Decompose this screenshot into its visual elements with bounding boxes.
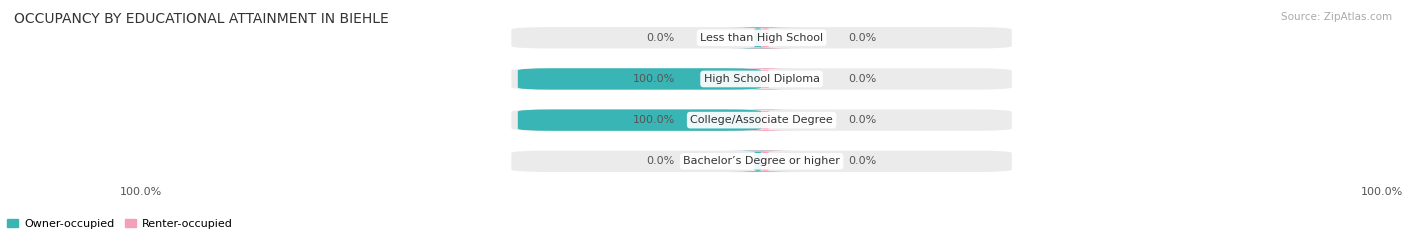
FancyBboxPatch shape bbox=[517, 110, 762, 131]
Text: Bachelor’s Degree or higher: Bachelor’s Degree or higher bbox=[683, 156, 839, 166]
FancyBboxPatch shape bbox=[512, 27, 1012, 48]
FancyBboxPatch shape bbox=[734, 68, 797, 90]
FancyBboxPatch shape bbox=[512, 151, 1012, 172]
Text: 100.0%: 100.0% bbox=[120, 187, 162, 197]
FancyBboxPatch shape bbox=[517, 68, 762, 90]
Text: Source: ZipAtlas.com: Source: ZipAtlas.com bbox=[1281, 12, 1392, 22]
Text: 0.0%: 0.0% bbox=[848, 115, 876, 125]
Text: 100.0%: 100.0% bbox=[633, 74, 675, 84]
Text: 100.0%: 100.0% bbox=[458, 115, 505, 125]
FancyBboxPatch shape bbox=[734, 110, 797, 131]
FancyBboxPatch shape bbox=[734, 151, 797, 172]
Text: 0.0%: 0.0% bbox=[848, 156, 876, 166]
FancyBboxPatch shape bbox=[727, 151, 790, 172]
Text: 100.0%: 100.0% bbox=[633, 115, 675, 125]
Text: 0.0%: 0.0% bbox=[647, 156, 675, 166]
Legend: Owner-occupied, Renter-occupied: Owner-occupied, Renter-occupied bbox=[3, 214, 238, 233]
Text: 0.0%: 0.0% bbox=[647, 33, 675, 43]
Text: 100.0%: 100.0% bbox=[1361, 187, 1403, 197]
Text: High School Diploma: High School Diploma bbox=[703, 74, 820, 84]
Text: 0.0%: 0.0% bbox=[848, 74, 876, 84]
FancyBboxPatch shape bbox=[727, 27, 790, 48]
Text: College/Associate Degree: College/Associate Degree bbox=[690, 115, 832, 125]
Text: 100.0%: 100.0% bbox=[458, 74, 505, 84]
FancyBboxPatch shape bbox=[734, 27, 797, 48]
Text: OCCUPANCY BY EDUCATIONAL ATTAINMENT IN BIEHLE: OCCUPANCY BY EDUCATIONAL ATTAINMENT IN B… bbox=[14, 12, 389, 26]
Text: Less than High School: Less than High School bbox=[700, 33, 823, 43]
FancyBboxPatch shape bbox=[512, 68, 1012, 90]
Text: 0.0%: 0.0% bbox=[848, 33, 876, 43]
FancyBboxPatch shape bbox=[512, 110, 1012, 131]
